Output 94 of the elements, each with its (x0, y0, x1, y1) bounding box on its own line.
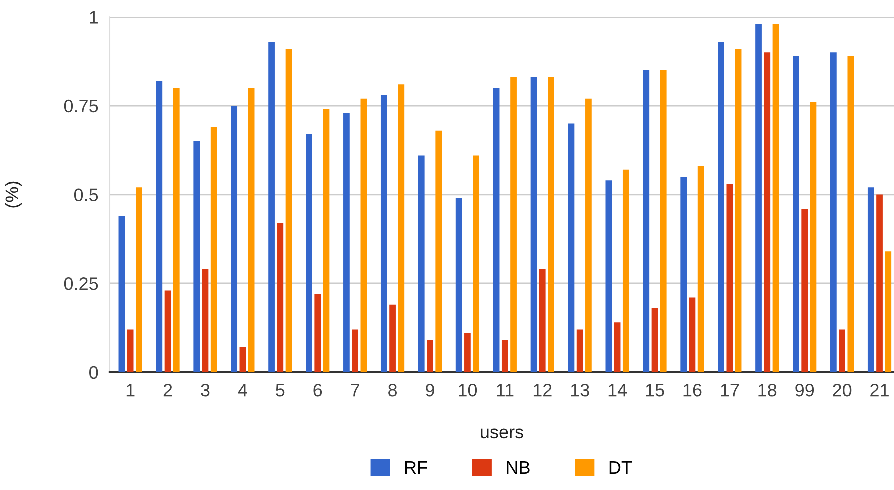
bar (793, 56, 800, 372)
bar (436, 130, 442, 372)
x-tick-label: 15 (646, 384, 664, 397)
bar (210, 127, 218, 372)
x-tick-label: 20 (833, 384, 852, 397)
bar (360, 98, 368, 372)
bar (493, 88, 500, 372)
x-tick-label: 16 (684, 384, 702, 397)
bar (510, 78, 517, 372)
bar (127, 330, 134, 372)
bar (277, 223, 284, 372)
y-tick-label: 0 (90, 366, 98, 380)
bar (352, 330, 359, 372)
bar (643, 70, 650, 372)
bar (622, 170, 630, 372)
bar (885, 252, 892, 372)
x-tick-label: 21 (870, 384, 889, 397)
x-tick-label: 8 (388, 384, 398, 397)
bar (173, 88, 180, 372)
y-axis-title: (%) (5, 182, 22, 208)
bar (698, 166, 704, 372)
bar (323, 110, 330, 372)
x-tick-label: 14 (608, 384, 628, 397)
bar (380, 95, 388, 372)
bar (240, 348, 246, 372)
bar (118, 216, 126, 372)
bar (464, 333, 471, 372)
bar (390, 304, 396, 372)
bar (802, 208, 808, 372)
bar (839, 330, 846, 372)
y-tick-label: 1 (90, 11, 98, 24)
bar (473, 156, 480, 372)
x-tick-label: 1 (126, 384, 135, 397)
x-axis-title: users (481, 428, 524, 439)
x-tick-label: 99 (796, 384, 814, 397)
bar (231, 106, 238, 372)
bar (689, 298, 696, 372)
legend-label: RF (405, 462, 428, 474)
bar (286, 49, 292, 372)
bar (810, 102, 817, 372)
bar (726, 184, 734, 372)
bar (427, 340, 434, 372)
bar (548, 78, 554, 372)
bar (456, 198, 462, 372)
x-tick-label: 17 (721, 384, 740, 397)
bar (756, 24, 762, 372)
bar (418, 156, 425, 372)
bar (868, 188, 874, 372)
bar (530, 78, 538, 372)
bar (876, 194, 883, 372)
x-tick-label: 2 (164, 384, 172, 397)
bar (718, 42, 724, 372)
x-tick-label: 4 (238, 384, 248, 397)
bar (568, 124, 575, 372)
legend-label: NB (507, 462, 530, 474)
legend-label: DT (610, 462, 632, 474)
y-tick-label: 0.5 (74, 188, 98, 202)
bar (606, 180, 612, 372)
x-tick-label: 10 (459, 384, 478, 397)
y-tick-label: 0.25 (64, 278, 98, 290)
bar (164, 290, 172, 372)
bar (268, 42, 275, 372)
bar (539, 269, 546, 372)
bar (586, 98, 592, 372)
bar (344, 113, 350, 372)
bar (314, 294, 322, 372)
y-tick-label: 0.75 (64, 100, 98, 113)
x-tick-label: 3 (201, 384, 210, 397)
bar (772, 24, 780, 372)
bar (398, 84, 405, 372)
bar (735, 49, 742, 372)
bar (306, 134, 312, 372)
bar (660, 70, 667, 372)
x-tick-label: 6 (314, 384, 322, 397)
bar (502, 340, 508, 372)
x-tick-label: 7 (351, 384, 360, 397)
bar (156, 81, 163, 372)
bar (136, 188, 142, 372)
x-tick-label: 5 (276, 384, 285, 397)
x-tick-label: 11 (497, 384, 514, 397)
x-tick-label: 12 (534, 384, 552, 397)
bar (764, 52, 771, 372)
bar (614, 322, 621, 372)
bar (202, 269, 209, 372)
x-tick-label: 9 (426, 384, 434, 397)
bar (848, 56, 854, 372)
bar (194, 141, 200, 372)
bar (680, 177, 688, 372)
bar (830, 52, 837, 372)
bar (248, 88, 255, 372)
x-tick-label: 13 (571, 384, 590, 397)
bar (652, 308, 658, 372)
bar (576, 330, 584, 372)
x-tick-label: 18 (758, 384, 777, 397)
